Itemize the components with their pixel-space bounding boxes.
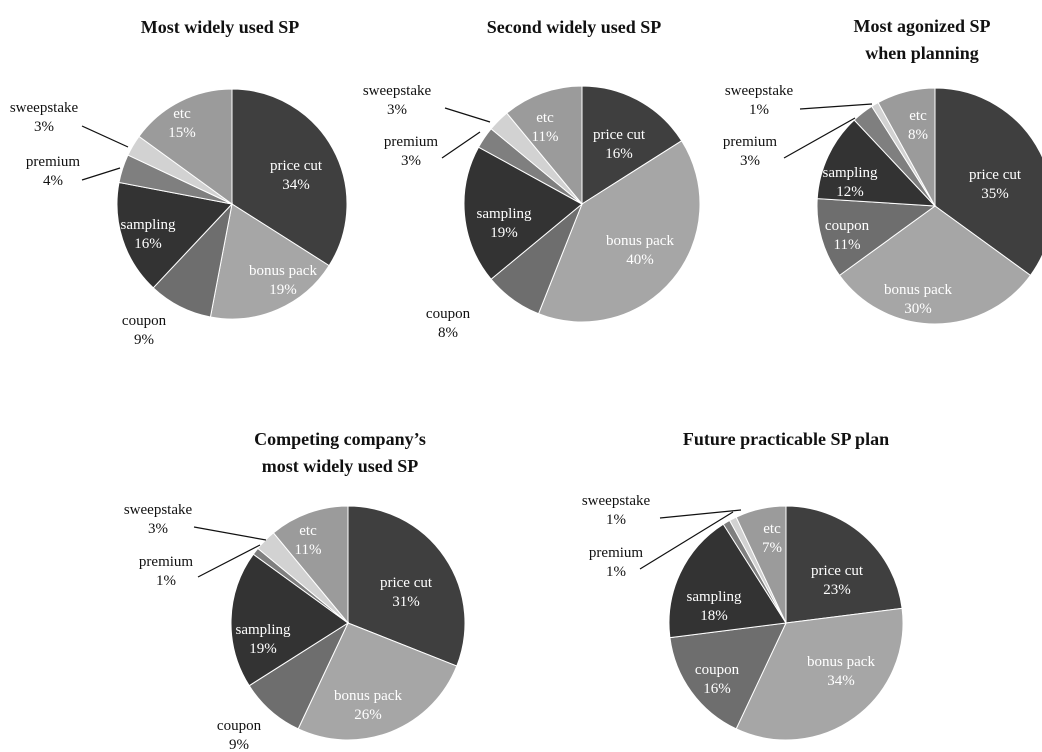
leader-line-sweepstake [81, 125, 129, 148]
pie-slice-etc [272, 505, 349, 625]
pie-slice-sampling [668, 523, 787, 639]
chart-title-line: Most widely used SP [141, 17, 300, 37]
leader-line-premium [81, 167, 121, 181]
slice-label-etc: etc 11% [295, 523, 322, 558]
slice-label-coupon: coupon 9% [122, 313, 167, 348]
pie-slice-coupon [669, 622, 787, 730]
slice-label-coupon: coupon 16% [695, 662, 740, 697]
pie-chart-4: Competing company’s most widely used SP pr… [124, 429, 466, 752]
leader-line-sweepstake [659, 509, 742, 519]
slice-label-etc: etc 11% [532, 110, 559, 145]
chart-title-line: when planning [865, 43, 979, 63]
pie-slice-price-cut [347, 505, 466, 667]
slice-label-bonus-pack: bonus pack 40% [606, 233, 674, 268]
leader-line-sweepstake [193, 526, 267, 541]
leader-line-premium [197, 544, 261, 578]
slice-label-premium: premium 3% [384, 134, 438, 169]
slice-label-sweepstake: sweepstake 3% [363, 83, 432, 118]
pie-slice-bonus-pack [537, 140, 701, 323]
slice-label-sweepstake: sweepstake 3% [124, 502, 193, 537]
pie-slice-price-cut [581, 85, 683, 205]
pie-slice-price-cut [231, 88, 348, 267]
chart-title-line: Most agonized SP [854, 16, 991, 36]
slice-label-coupon: coupon 11% [825, 218, 870, 253]
pie-chart-1: Most widely used SP price cut 34% bonus pac… [10, 17, 348, 348]
pie-slice-bonus-pack [297, 622, 458, 741]
slice-label-sampling: sampling 18% [687, 589, 742, 624]
leader-line-sweepstake [444, 107, 491, 123]
pie-chart-2: Second widely used SP price cut 16% bonus p… [363, 17, 701, 341]
slice-label-sweepstake: sweepstake 1% [582, 493, 651, 528]
pie-chart-3: Most agonized SP when planning price cut 35… [723, 16, 1042, 325]
pie-slice-sampling [463, 146, 583, 280]
slice-label-price-cut: price cut 34% [270, 158, 323, 193]
slice-label-sampling: sampling 19% [236, 622, 291, 657]
slice-label-coupon: coupon 8% [426, 306, 471, 341]
pie-slice-coupon [816, 198, 937, 277]
chart-title-line: most widely used SP [262, 456, 419, 476]
pie-slice-etc [506, 85, 583, 206]
slice-label-sampling: sampling 12% [823, 165, 878, 200]
slice-label-bonus-pack: bonus pack 19% [249, 263, 317, 298]
slice-label-premium: premium 4% [26, 154, 80, 189]
pie-slice-price-cut [785, 505, 903, 624]
pie-slice-etc [877, 87, 936, 207]
slice-label-sampling: sampling 19% [477, 206, 532, 241]
leader-line-premium [783, 117, 856, 159]
slice-label-etc: etc 7% [762, 521, 782, 556]
leader-line-premium [441, 131, 481, 159]
pie-slice-etc [138, 88, 233, 205]
slice-label-premium: premium 1% [589, 545, 643, 580]
pie-slice-sampling [816, 119, 937, 207]
pie-slice-sampling [230, 553, 349, 687]
slice-label-coupon: coupon 9% [217, 718, 262, 752]
slice-label-price-cut: price cut 16% [593, 127, 646, 162]
slice-label-sampling: sampling 16% [121, 217, 176, 252]
slice-label-price-cut: price cut 23% [811, 563, 864, 598]
slice-label-bonus-pack: bonus pack 30% [884, 282, 952, 317]
slice-label-bonus-pack: bonus pack 34% [807, 654, 875, 689]
slice-label-premium: premium 1% [139, 554, 193, 589]
chart-title-line: Second widely used SP [487, 17, 662, 37]
pie-chart-5: Future practicable SP plan price cut 23% bo… [582, 429, 904, 741]
slice-label-sweepstake: sweepstake 1% [725, 83, 794, 118]
slice-label-premium: premium 3% [723, 134, 777, 169]
pie-slice-sampling [116, 181, 233, 289]
slice-label-bonus-pack: bonus pack 26% [334, 688, 402, 723]
chart-title-line: Future practicable SP plan [683, 429, 889, 449]
pie-slice-price-cut [934, 87, 1042, 277]
leader-line-sweepstake [799, 103, 873, 110]
chart-title-line: Competing company’s [254, 429, 426, 449]
slice-label-etc: etc 15% [168, 106, 196, 141]
pie-slice-etc [735, 505, 787, 624]
pie-slice-bonus-pack [209, 203, 330, 320]
slice-label-etc: etc 8% [908, 108, 928, 143]
slice-label-price-cut: price cut 31% [380, 575, 433, 610]
pie-slice-bonus-pack [838, 205, 1032, 325]
slice-label-sweepstake: sweepstake 3% [10, 100, 79, 135]
leader-line-premium [639, 511, 734, 570]
slice-label-price-cut: price cut 35% [969, 167, 1022, 202]
